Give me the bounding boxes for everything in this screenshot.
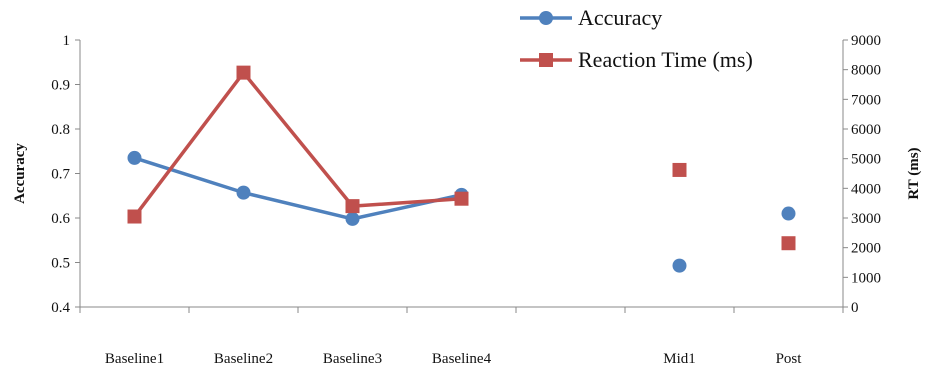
y-left-tick-label: 0.8 bbox=[51, 122, 70, 138]
reaction-time-point bbox=[236, 65, 251, 80]
right-axis-ticks: 0 1000 2000 3000 4000 5000 6000 7000 8000 9000 bbox=[843, 33, 881, 316]
y-right-tick-label: 4000 bbox=[851, 181, 881, 197]
series-line bbox=[132, 70, 464, 219]
y-left-tick-label: 0.9 bbox=[51, 78, 70, 94]
y-right-tick-label: 9000 bbox=[851, 33, 881, 49]
y-right-tick-label: 0 bbox=[851, 300, 859, 316]
x-tick-label: Baseline2 bbox=[214, 351, 273, 367]
accuracy-point bbox=[345, 211, 360, 226]
accuracy-point bbox=[781, 206, 796, 221]
y-axis-right-title: RT (ms) bbox=[906, 147, 922, 199]
x-tick-label: Mid1 bbox=[663, 351, 696, 367]
accuracy-point bbox=[236, 185, 251, 200]
y-right-tick-label: 2000 bbox=[851, 241, 881, 257]
reaction-time-point bbox=[454, 191, 469, 206]
x-tick-label: Baseline4 bbox=[432, 351, 492, 367]
legend-marker-square bbox=[539, 53, 553, 67]
y-right-tick-label: 5000 bbox=[851, 152, 881, 168]
y-right-tick-label: 3000 bbox=[851, 211, 881, 227]
legend-label: Accuracy bbox=[578, 5, 662, 30]
reaction-time-point bbox=[781, 236, 796, 251]
y-left-tick-label: 0.7 bbox=[51, 167, 70, 183]
x-tick-label: Baseline1 bbox=[105, 351, 164, 367]
y-right-tick-label: 6000 bbox=[851, 122, 881, 138]
legend: Accuracy Reaction Time (ms) bbox=[520, 5, 753, 72]
x-tick-label: Baseline3 bbox=[323, 351, 382, 367]
x-tick-label: Post bbox=[776, 351, 803, 367]
y-left-tick-label: 0.4 bbox=[51, 300, 70, 316]
y-right-tick-label: 1000 bbox=[851, 270, 881, 286]
reaction-time-point bbox=[672, 162, 687, 177]
y-left-tick-label: 0.5 bbox=[51, 256, 70, 272]
x-axis-labels: Baseline1 Baseline2 Baseline3 Baseline4 Mid1… bbox=[105, 351, 802, 367]
legend-label: Reaction Time (ms) bbox=[578, 47, 753, 72]
left-axis-ticks: 0.4 0.5 0.6 0.7 0.8 0.9 1 bbox=[51, 33, 80, 316]
y-left-tick-label: 0.6 bbox=[51, 211, 70, 227]
series-lines bbox=[132, 70, 464, 221]
series-line bbox=[132, 156, 464, 221]
accuracy-point bbox=[672, 258, 687, 273]
y-axis-left-title: Accuracy bbox=[12, 143, 28, 204]
y-right-tick-label: 8000 bbox=[851, 63, 881, 79]
y-left-tick-label: 1 bbox=[63, 33, 71, 49]
accuracy-point bbox=[127, 150, 142, 165]
reaction-time-point bbox=[127, 209, 142, 224]
legend-marker-circle bbox=[539, 11, 553, 25]
series-markers bbox=[127, 65, 796, 273]
reaction-time-point bbox=[345, 199, 360, 214]
y-right-tick-label: 7000 bbox=[851, 92, 881, 108]
